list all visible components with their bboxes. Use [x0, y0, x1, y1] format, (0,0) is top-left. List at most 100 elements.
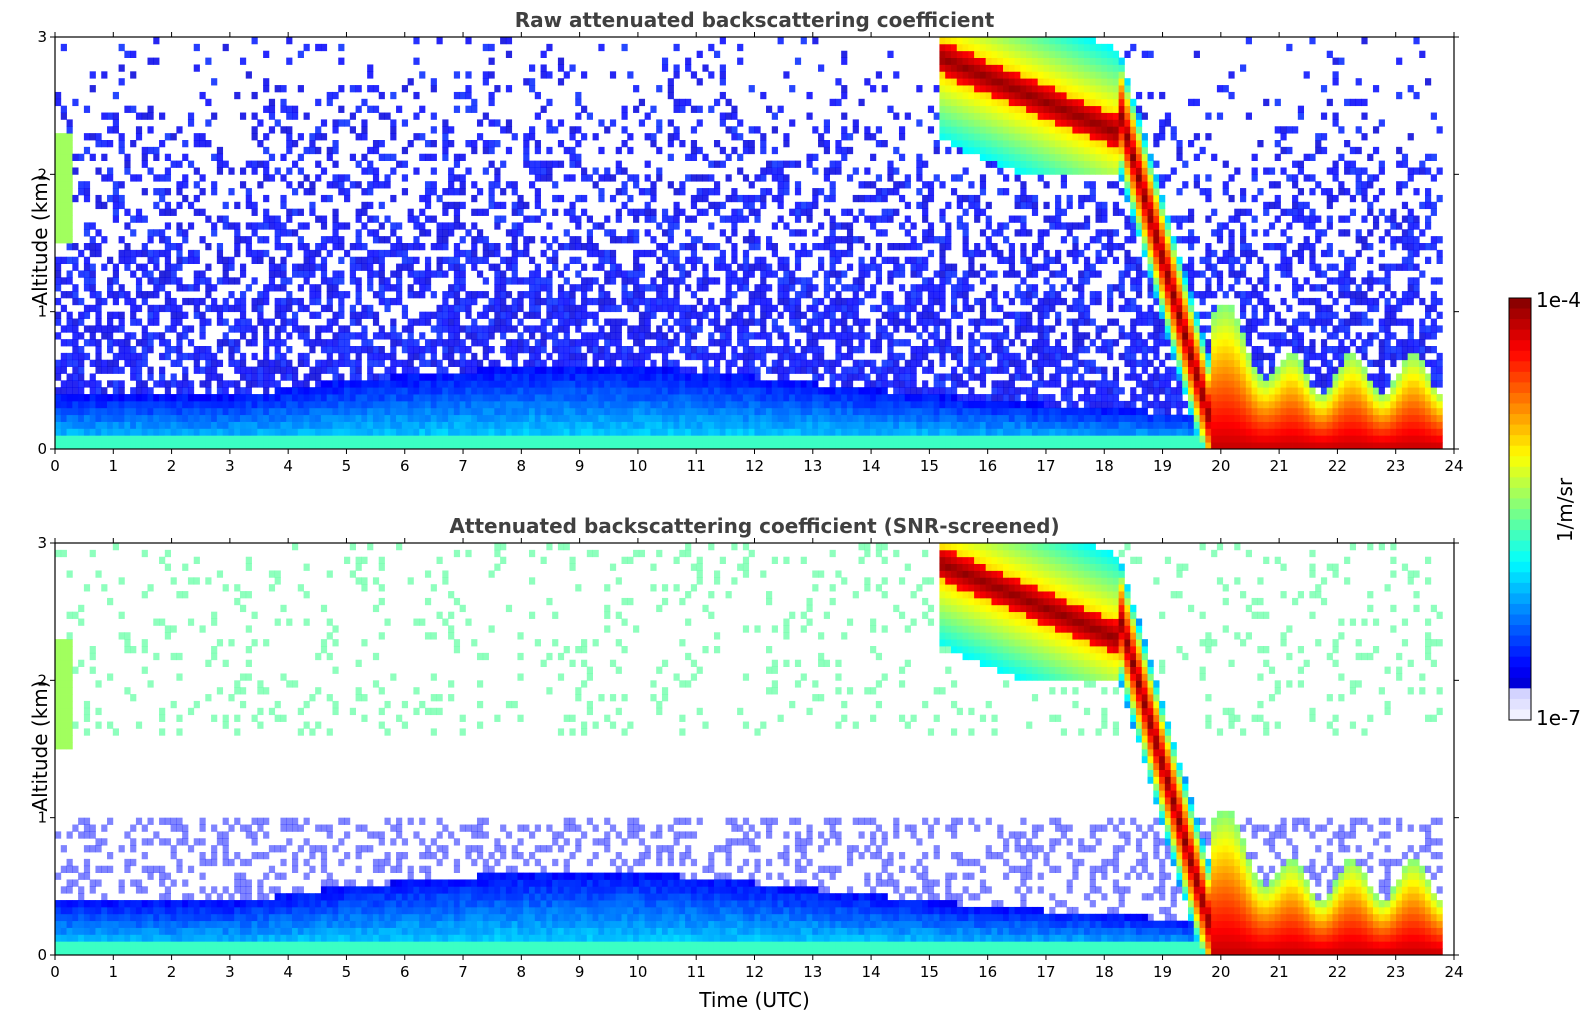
- heatmap-cell: [407, 256, 414, 264]
- heatmap-cell: [725, 421, 732, 429]
- heatmap-cell: [83, 428, 91, 436]
- heatmap-cell: [529, 85, 536, 93]
- heatmap-cell: [413, 387, 420, 395]
- heatmap-cell: [737, 57, 744, 65]
- heatmap-cell: [372, 346, 380, 354]
- heatmap-cell: [529, 428, 536, 436]
- heatmap-cell: [130, 297, 137, 306]
- heatmap-cell: [378, 140, 385, 148]
- heatmap-cell: [552, 311, 559, 319]
- heatmap-cell: [349, 263, 356, 271]
- heatmap-cell: [349, 421, 356, 429]
- heatmap-cell: [367, 256, 374, 264]
- heatmap-cell: [326, 339, 333, 347]
- heatmap-cell: [170, 400, 177, 409]
- heatmap-cell: [216, 146, 224, 155]
- heatmap-cell: [482, 112, 489, 120]
- heatmap-cell: [124, 263, 131, 271]
- heatmap-cell: [737, 400, 744, 409]
- heatmap-cell: [858, 181, 865, 189]
- heatmap-cell: [147, 407, 154, 416]
- heatmap-cell: [760, 91, 767, 100]
- heatmap-cell: [656, 291, 663, 299]
- heatmap-cell: [679, 387, 686, 395]
- heatmap-cell: [887, 256, 894, 264]
- heatmap-cell: [453, 243, 461, 251]
- heatmap-cell: [211, 188, 218, 196]
- heatmap-cell: [89, 236, 96, 244]
- heatmap-cell: [453, 373, 461, 381]
- heatmap-cell: [390, 352, 397, 361]
- heatmap-cell: [101, 325, 108, 333]
- heatmap-cell: [806, 380, 813, 388]
- heatmap-cell: [846, 325, 854, 333]
- heatmap-cell: [823, 435, 830, 443]
- heatmap-cell: [216, 311, 224, 319]
- heatmap-cell: [609, 263, 617, 271]
- heatmap-cell: [864, 428, 871, 436]
- heatmap-cell: [55, 91, 62, 100]
- heatmap-cell: [609, 352, 617, 361]
- heatmap-cell: [205, 373, 212, 381]
- heatmap-cell: [367, 339, 374, 347]
- heatmap-cell: [731, 442, 738, 449]
- heatmap-cell: [367, 146, 374, 155]
- heatmap-cell: [690, 194, 698, 203]
- heatmap-cell: [823, 284, 830, 292]
- heatmap-cell: [297, 208, 304, 216]
- heatmap-cell: [482, 352, 489, 361]
- heatmap-cell: [818, 222, 825, 230]
- heatmap-cell: [245, 188, 252, 196]
- heatmap-cell: [812, 428, 819, 436]
- heatmap-cell: [696, 236, 703, 244]
- heatmap-cell: [852, 167, 859, 175]
- heatmap-cell: [367, 304, 374, 313]
- heatmap-cell: [950, 71, 958, 79]
- heatmap-cell: [592, 346, 599, 354]
- heatmap-cell: [644, 325, 651, 333]
- heatmap-cell: [424, 181, 432, 189]
- heatmap-cell: [893, 243, 900, 251]
- heatmap-cell: [187, 325, 195, 333]
- heatmap-cell: [135, 291, 143, 299]
- heatmap-cell: [239, 332, 247, 340]
- heatmap-cell: [164, 270, 172, 278]
- heatmap-cell: [783, 188, 790, 196]
- heatmap-cell: [754, 174, 761, 182]
- heatmap-cell: [708, 222, 715, 230]
- heatmap-cell: [309, 201, 316, 210]
- heatmap-cell: [141, 400, 148, 409]
- heatmap-cell: [898, 270, 906, 278]
- heatmap-cell: [950, 442, 958, 449]
- heatmap-cell: [731, 387, 738, 395]
- heatmap-cell: [390, 442, 397, 449]
- heatmap-cell: [557, 304, 565, 313]
- heatmap-cell: [922, 229, 929, 237]
- heatmap-cell: [985, 407, 992, 416]
- heatmap-cell: [829, 325, 836, 333]
- heatmap-cell: [390, 222, 397, 230]
- heatmap-cell: [702, 428, 709, 436]
- heatmap-cell: [355, 318, 362, 326]
- heatmap-cell: [303, 146, 310, 155]
- heatmap-cell: [372, 400, 380, 409]
- heatmap-cell: [286, 215, 293, 223]
- heatmap-cell: [806, 332, 813, 340]
- heatmap-cell: [569, 311, 576, 319]
- heatmap-cell: [494, 222, 501, 230]
- heatmap-cell: [962, 78, 969, 86]
- heatmap-cell: [459, 188, 466, 196]
- heatmap-cell: [413, 346, 420, 354]
- heatmap-cell: [841, 394, 848, 402]
- heatmap-cell: [563, 71, 570, 79]
- heatmap-cell: [552, 236, 559, 244]
- heatmap-cell: [870, 346, 877, 354]
- heatmap-cell: [55, 229, 62, 237]
- heatmap-cell: [107, 346, 114, 354]
- heatmap-cell: [355, 387, 362, 395]
- heatmap-cell: [922, 435, 929, 443]
- heatmap-cell: [500, 421, 507, 429]
- heatmap-cell: [141, 215, 148, 223]
- heatmap-cell: [725, 394, 732, 402]
- heatmap-cell: [823, 270, 830, 278]
